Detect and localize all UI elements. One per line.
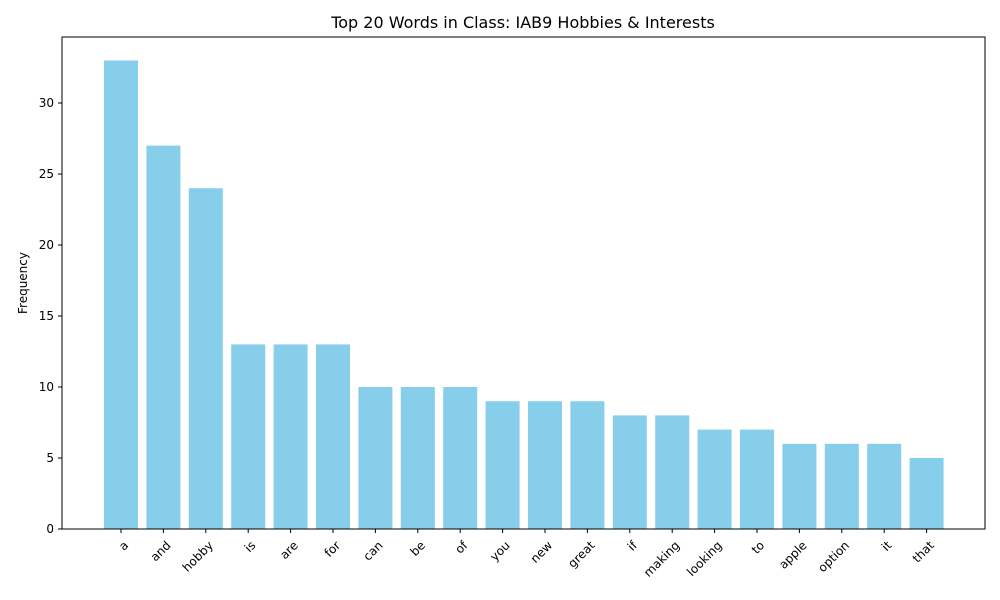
- bar-hobby: [188, 188, 223, 530]
- x-tick-label: option: [815, 538, 852, 575]
- x-axis: a and hobby is are for can be of you new great if mak…: [116, 529, 937, 580]
- bar-can: [358, 387, 393, 529]
- x-tick-label: and: [148, 538, 174, 564]
- x-tick-label: be: [408, 538, 429, 559]
- x-tick-label: of: [452, 538, 471, 557]
- x-tick-label: looking: [684, 538, 725, 579]
- x-tick-label: if: [625, 538, 641, 554]
- y-tick-label: 0: [46, 522, 54, 536]
- y-tick-label: 10: [39, 380, 54, 394]
- x-tick-label: a: [116, 538, 131, 553]
- x-tick-label: apple: [776, 538, 809, 571]
- plot-frame: [61, 36, 986, 530]
- bar-for: [316, 344, 350, 529]
- bar-it: [867, 443, 902, 529]
- bar-option: [824, 443, 859, 529]
- bar-making: [655, 415, 690, 529]
- y-axis: 0 5 10 15 20 25 30: [39, 96, 62, 536]
- bar-of: [443, 387, 478, 529]
- x-tick-label: is: [242, 538, 259, 555]
- y-tick-label: 20: [39, 238, 54, 252]
- bar-is: [231, 344, 266, 529]
- bar-are: [273, 344, 308, 529]
- x-tick-label: hobby: [180, 538, 216, 574]
- y-tick-label: 25: [39, 167, 54, 181]
- bar-and: [146, 145, 181, 529]
- bar-if: [612, 415, 647, 529]
- y-tick-label: 15: [39, 309, 54, 323]
- x-tick-label: new: [528, 538, 556, 566]
- bar-to: [740, 429, 774, 529]
- y-axis-label: Frequency: [16, 252, 30, 314]
- bar-that: [909, 458, 944, 529]
- y-tick-label: 30: [39, 96, 54, 110]
- y-tick-label: 5: [46, 451, 54, 465]
- x-tick-label: great: [565, 538, 598, 571]
- x-tick-label: to: [749, 538, 767, 556]
- x-tick-label: it: [879, 538, 895, 554]
- bar-apple: [782, 443, 817, 529]
- chart-title: Top 20 Words in Class: IAB9 Hobbies & In…: [330, 13, 715, 32]
- bar-a: [104, 60, 138, 530]
- x-tick-label: for: [322, 538, 344, 560]
- x-tick-label: are: [277, 538, 301, 562]
- x-tick-label: making: [641, 538, 682, 579]
- bar-new: [528, 401, 562, 529]
- bar-looking: [697, 429, 732, 529]
- x-tick-label: you: [487, 538, 513, 564]
- bar-great: [570, 401, 605, 529]
- x-tick-label: can: [360, 538, 385, 563]
- bars-group: [104, 60, 944, 530]
- bar-be: [400, 387, 435, 529]
- bar-you: [485, 401, 520, 529]
- x-tick-label: that: [910, 538, 937, 565]
